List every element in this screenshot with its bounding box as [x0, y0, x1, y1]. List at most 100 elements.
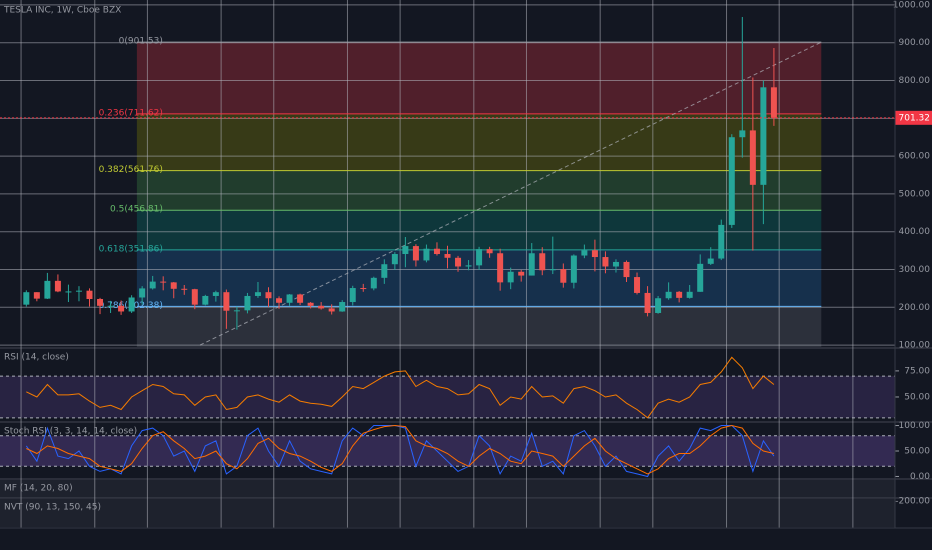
candle-body: [265, 292, 272, 299]
candle-body: [739, 130, 746, 138]
fib-label: 0.5(456.81): [110, 205, 163, 215]
candle-body: [107, 305, 114, 307]
candle-body: [307, 302, 314, 306]
candle-body: [570, 255, 577, 283]
candle-body: [349, 288, 356, 303]
pane-title: Stoch RSI (3, 3, 14, 14, close): [4, 427, 137, 437]
candle-body: [202, 295, 209, 305]
candle-body: [591, 250, 598, 258]
candle-body: [476, 249, 483, 266]
candle-body: [139, 288, 146, 298]
candle-body: [560, 269, 567, 283]
candle-body: [65, 291, 72, 293]
candle-body: [528, 253, 535, 276]
y-tick-label: 400.00: [899, 227, 931, 237]
candle-body: [697, 263, 704, 292]
candle-body: [381, 264, 388, 278]
indicator-line: [26, 424, 775, 475]
candle-body: [581, 250, 588, 256]
candle-body: [423, 248, 430, 261]
pane-bg: [0, 480, 895, 498]
fib-label: 0.382(561.76): [99, 165, 163, 175]
candle-body: [391, 254, 398, 265]
candle-body: [318, 305, 325, 309]
candle-body: [297, 294, 304, 303]
candle-body: [718, 224, 725, 259]
candle-body: [433, 248, 440, 255]
candle-body: [328, 308, 335, 312]
fib-band: [136, 113, 822, 171]
candle-body: [486, 249, 493, 254]
candle-body: [23, 292, 30, 305]
candle-body: [360, 288, 367, 290]
y-tick-label: 100.00: [899, 341, 931, 351]
candle-body: [276, 298, 283, 303]
candle-body: [602, 257, 609, 267]
candle-body: [170, 282, 177, 289]
y-tick-label: 100.00: [899, 421, 931, 431]
candle-body: [465, 265, 472, 267]
candle-body: [254, 292, 261, 296]
candle-body: [634, 277, 641, 293]
candle-body: [118, 305, 125, 312]
candle-body: [676, 291, 683, 298]
fib-band: [136, 210, 822, 250]
y-tick-label: 500.00: [899, 189, 931, 199]
candle-body: [75, 290, 82, 292]
candle-body: [412, 246, 419, 261]
candle-body: [686, 291, 693, 298]
candle-body: [655, 298, 662, 313]
candle-body: [44, 280, 51, 299]
fib-band: [136, 170, 822, 211]
y-tick-label: 0.00: [910, 472, 930, 482]
candle-body: [33, 292, 40, 299]
candle-body: [223, 292, 230, 311]
candle-body: [539, 253, 546, 271]
candle-body: [191, 289, 198, 305]
candle-body: [402, 246, 409, 255]
pane-bg: [0, 499, 895, 527]
candle-body: [54, 280, 61, 292]
candle-body: [86, 290, 93, 299]
candle-body: [233, 310, 240, 312]
candle-body: [128, 297, 135, 312]
candle-body: [623, 261, 630, 278]
candle-body: [770, 87, 777, 118]
last-price-tag: [895, 110, 932, 125]
fib-band: [136, 42, 822, 114]
trend-line: [199, 41, 822, 346]
fib-label: 0.236(711.62): [99, 108, 163, 118]
candle-body: [339, 302, 346, 312]
candle-body: [497, 253, 504, 283]
y-tick-label: 200.00: [899, 303, 931, 313]
candle-body: [212, 292, 219, 296]
y-tick-label: 600.00: [899, 152, 931, 162]
y-tick-label: 900.00: [899, 38, 931, 48]
candle-body: [244, 295, 251, 311]
y-tick-label: 1000.00: [893, 0, 930, 10]
fib-label: 0.618(351.86): [99, 244, 163, 254]
candle-body: [728, 137, 735, 225]
candle-body: [181, 288, 188, 290]
candle-body: [549, 269, 556, 271]
candle-body: [286, 294, 293, 303]
candle-body: [760, 87, 767, 185]
fib-band: [136, 306, 822, 347]
last-price-label: 701.32: [899, 113, 931, 123]
candle-body: [97, 298, 104, 306]
pane-tick-label: -200.00: [895, 497, 930, 507]
candle-body: [370, 277, 377, 289]
y-tick-label: 50.00: [904, 392, 930, 402]
fib-label: 0(901.53): [119, 37, 163, 47]
y-tick-label: 300.00: [899, 265, 931, 275]
candle-body: [160, 281, 167, 283]
candle-body: [707, 258, 714, 264]
candle-body: [507, 271, 514, 283]
candle-body: [149, 281, 156, 289]
indicator-band: [0, 376, 895, 418]
pane-title: MF (14, 20, 80): [4, 484, 73, 494]
candle-body: [455, 257, 462, 267]
candle-body: [612, 261, 619, 267]
y-tick-label: 800.00: [899, 76, 931, 86]
